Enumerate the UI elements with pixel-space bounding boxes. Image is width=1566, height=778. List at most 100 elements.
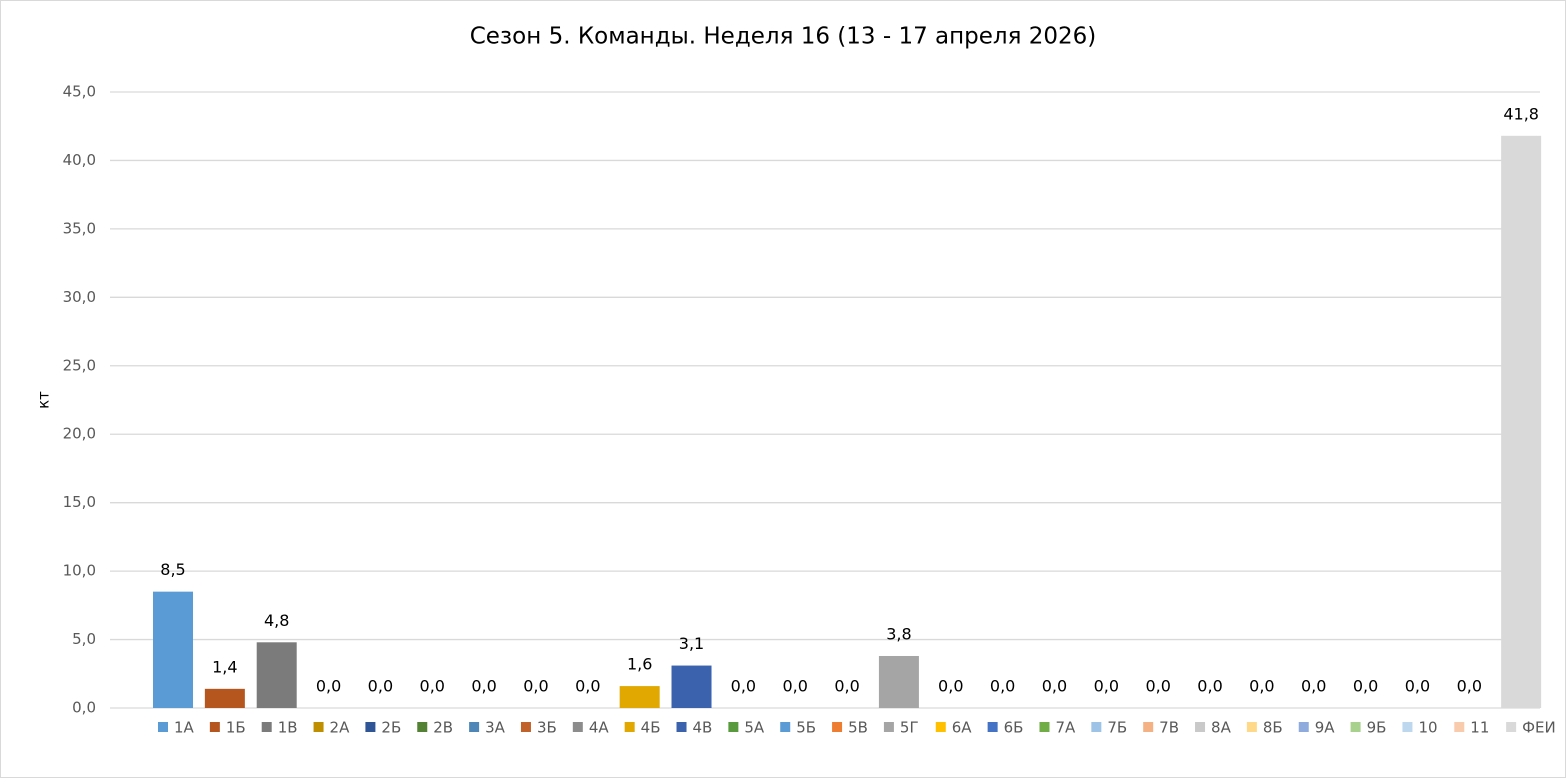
legend-label: 3А [485,719,506,737]
bar [153,591,193,708]
legend-label: 2Б [381,719,401,737]
data-label: 0,0 [316,677,341,696]
legend-swatch [520,722,531,732]
y-tick-label: 0,0 [72,699,96,717]
data-label: 0,0 [420,677,445,696]
legend-swatch [209,722,220,732]
legend-label: 2А [330,719,351,737]
y-tick-label: 15,0 [63,493,96,511]
legend-label: 8Б [1263,719,1283,737]
bar [619,686,660,708]
data-label: 0,0 [471,677,496,696]
chart-title: Сезон 5. Команды. Неделя 16 (13 - 17 апр… [470,24,1097,50]
data-label: 0,0 [1145,677,1170,696]
legend-swatch [365,722,376,732]
data-label: 0,0 [368,677,393,696]
legend-swatch [1402,722,1413,732]
y-tick-label: 25,0 [63,356,96,374]
data-label: 0,0 [938,677,963,696]
bar [204,688,245,708]
data-label: 0,0 [1094,677,1119,696]
legend-label: 5А [744,719,765,737]
legend-swatch [676,722,687,732]
y-axis-label: кт [35,391,53,409]
legend-label: 3Б [537,719,557,737]
legend-label: 11 [1470,719,1489,737]
legend-label: 4А [589,719,610,737]
legend-swatch [987,722,998,732]
legend-swatch [883,722,894,732]
legend-swatch [261,722,272,732]
legend-swatch [1091,722,1102,732]
legend-swatch [1039,722,1050,732]
legend-swatch [158,722,168,732]
data-label: 0,0 [1249,677,1274,696]
data-label: 4,8 [264,611,289,630]
data-label: 0,0 [1042,677,1067,696]
data-label: 41,8 [1503,104,1539,123]
legend-swatch [832,722,843,732]
bar [878,655,919,708]
legend-swatch [1143,722,1154,732]
legend-label: 5Г [900,719,919,737]
legend-label: 9Б [1367,719,1387,737]
legend-swatch [572,722,583,732]
legend-label: 6Б [1004,719,1024,737]
data-label: 0,0 [1457,677,1482,696]
legend-label: 9А [1315,719,1336,737]
legend-swatch [469,722,480,732]
legend-label: 2В [433,719,453,737]
legend-swatch [1195,722,1206,732]
legend-swatch [1350,722,1361,732]
data-label: 3,1 [679,634,704,653]
legend-label: 8А [1211,719,1232,737]
data-label: 0,0 [575,677,600,696]
legend-swatch [935,722,946,732]
data-label: 0,0 [523,677,548,696]
data-label: 0,0 [990,677,1015,696]
data-label: 0,0 [1405,677,1430,696]
y-tick-label: 30,0 [63,288,96,306]
legend-swatch [780,722,791,732]
legend-label: 4В [693,719,713,737]
legend-swatch [624,722,635,732]
y-tick-label: 20,0 [63,425,96,443]
legend-label: 5Б [796,719,816,737]
legend-label: 4Б [641,719,661,737]
data-label: 8,5 [160,560,185,579]
legend-label: ФЕИ [1522,719,1556,737]
data-label: 0,0 [834,677,859,696]
bar [256,642,297,708]
legend-swatch [313,722,324,732]
data-label: 0,0 [782,677,807,696]
legend-swatch [1246,722,1257,732]
data-label: 3,8 [886,624,911,643]
legend-label: 1В [278,719,298,737]
legend-swatch [417,722,428,732]
data-label: 0,0 [1301,677,1326,696]
legend-label: 1А [174,719,195,737]
y-tick-label: 10,0 [63,562,96,580]
legend-label: 6А [952,719,973,737]
legend-label: 1Б [226,719,246,737]
legend-swatch [1506,722,1517,732]
legend-label: 7А [1055,719,1076,737]
bar [1501,135,1542,708]
data-label: 1,6 [627,655,652,674]
y-tick-label: 35,0 [63,219,96,237]
legend-swatch [1454,722,1465,732]
legend-swatch [728,722,739,732]
data-label: 0,0 [1353,677,1378,696]
legend-swatch [1298,722,1309,732]
data-label: 1,4 [212,657,237,676]
y-tick-label: 40,0 [63,151,96,169]
legend-label: 7В [1159,719,1179,737]
bar [671,665,712,708]
legend-label: 10 [1418,719,1437,737]
data-label: 0,0 [1197,677,1222,696]
y-tick-label: 45,0 [63,83,96,101]
legend-label: 7Б [1107,719,1127,737]
data-label: 0,0 [731,677,756,696]
legend-label: 5В [848,719,868,737]
